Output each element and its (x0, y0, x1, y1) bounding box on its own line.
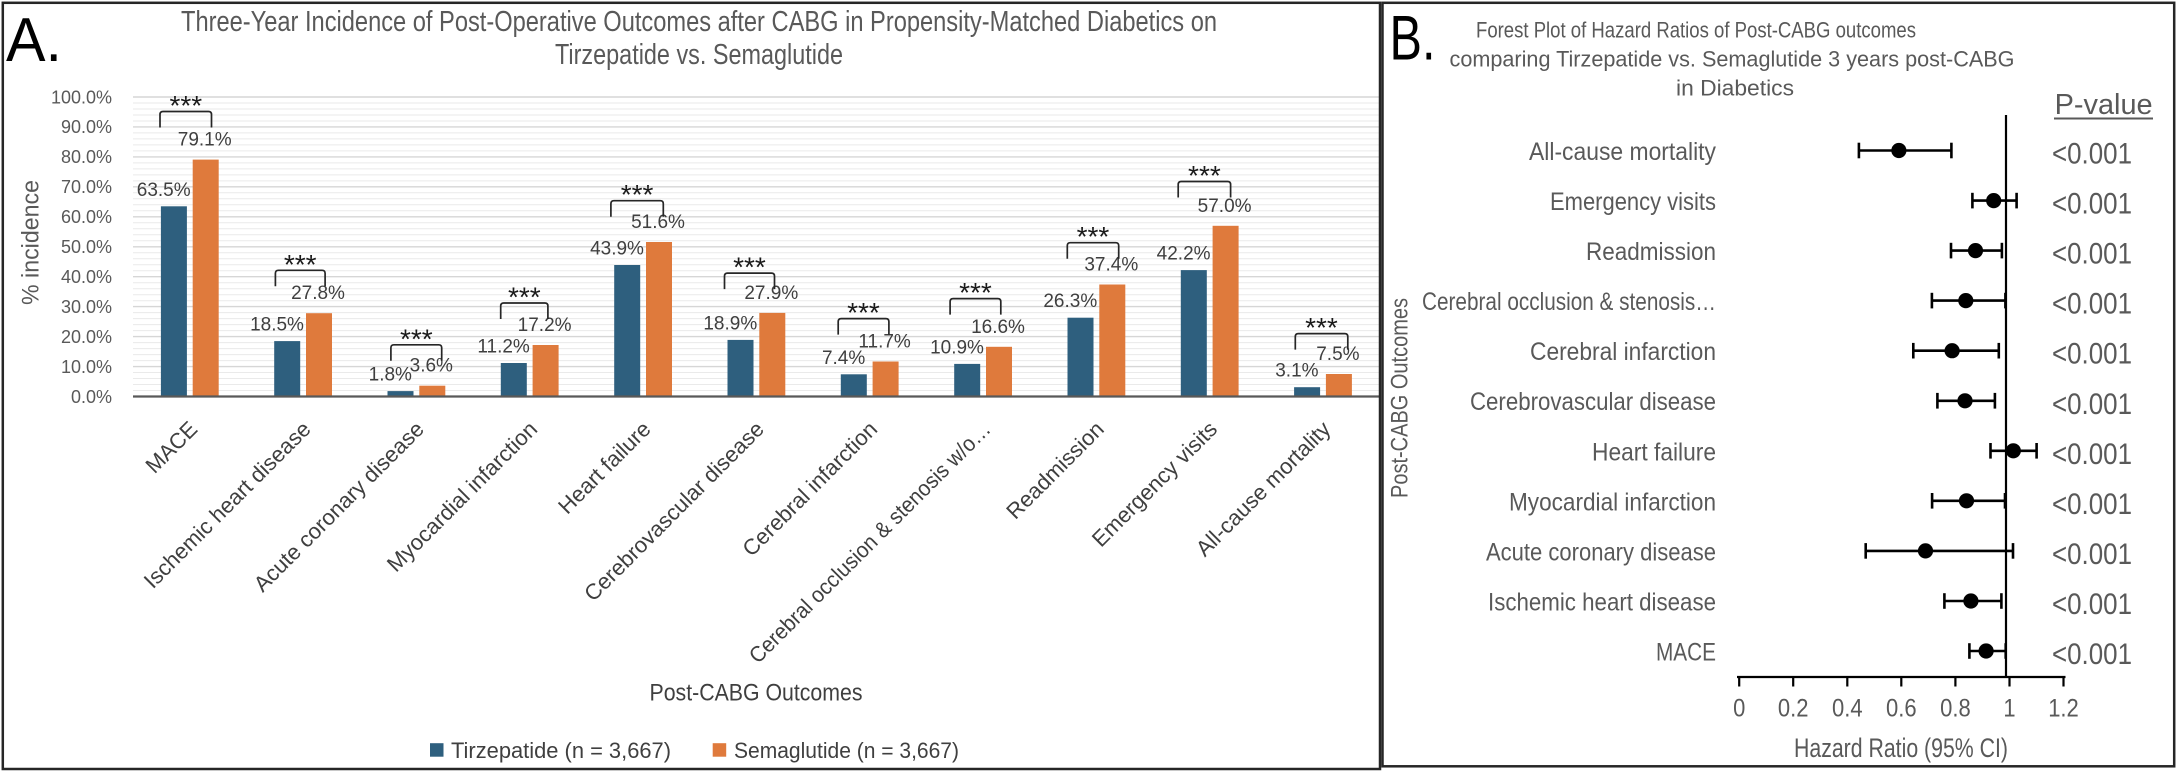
svg-text:B.: B. (1390, 4, 1436, 74)
svg-text:37.4%: 37.4% (1084, 255, 1138, 276)
svg-text:Heart failure: Heart failure (1592, 438, 1716, 466)
svg-text:18.5%: 18.5% (250, 315, 304, 336)
svg-text:0.2: 0.2 (1778, 695, 1809, 723)
svg-text:<0.001: <0.001 (2052, 488, 2132, 521)
svg-text:<0.001: <0.001 (2052, 538, 2132, 571)
svg-text:0.6: 0.6 (1886, 695, 1917, 723)
svg-text:Tirzepatide vs. Semaglutide: Tirzepatide vs. Semaglutide (555, 39, 843, 71)
svg-text:27.9%: 27.9% (744, 283, 798, 304)
svg-text:7.5%: 7.5% (1316, 344, 1359, 365)
svg-text:100.0%: 100.0% (51, 87, 112, 107)
svg-text:MACE: MACE (1656, 639, 1716, 667)
svg-text:0.4: 0.4 (1832, 695, 1863, 723)
svg-text:27.8%: 27.8% (291, 283, 345, 304)
svg-text:<0.001: <0.001 (2052, 638, 2132, 671)
svg-text:***: *** (621, 179, 654, 210)
svg-text:in Diabetics: in Diabetics (1676, 76, 1794, 101)
svg-text:11.7%: 11.7% (858, 332, 911, 353)
svg-text:<0.001: <0.001 (2052, 238, 2132, 271)
svg-text:<0.001: <0.001 (2052, 288, 2132, 321)
svg-text:60.0%: 60.0% (61, 207, 112, 227)
svg-text:***: *** (1188, 160, 1221, 191)
svg-text:1: 1 (2003, 695, 2015, 723)
svg-text:0.8: 0.8 (1940, 695, 1971, 723)
svg-text:11.2%: 11.2% (477, 337, 530, 358)
svg-text:Cerebrovascular disease: Cerebrovascular disease (1470, 388, 1716, 416)
svg-text:Cerebral occlusion & stenosis…: Cerebral occlusion & stenosis… (1422, 288, 1716, 316)
svg-text:***: *** (959, 277, 992, 308)
svg-text:1.2: 1.2 (2048, 695, 2079, 723)
svg-text:Hazard Ratio (95% CI): Hazard Ratio (95% CI) (1794, 733, 2008, 763)
svg-text:***: *** (400, 323, 433, 354)
svg-text:20.0%: 20.0% (61, 327, 112, 347)
svg-text:Post-CABG Outcomes: Post-CABG Outcomes (1387, 298, 1414, 498)
svg-text:***: *** (284, 249, 317, 280)
svg-text:***: *** (1305, 312, 1338, 343)
svg-text:26.3%: 26.3% (1043, 291, 1097, 312)
svg-text:<0.001: <0.001 (2052, 588, 2132, 621)
svg-text:17.2%: 17.2% (518, 315, 572, 336)
svg-text:% incidence: % incidence (18, 180, 45, 305)
svg-text:Semaglutide (n = 3,667): Semaglutide (n = 3,667) (734, 738, 959, 763)
svg-text:10.9%: 10.9% (930, 337, 984, 358)
svg-text:***: *** (508, 282, 541, 313)
svg-text:63.5%: 63.5% (137, 180, 191, 201)
svg-text:0: 0 (1733, 695, 1745, 723)
svg-text:1.8%: 1.8% (369, 365, 412, 386)
svg-text:Cerebral infarction: Cerebral infarction (1530, 338, 1716, 366)
svg-text:42.2%: 42.2% (1157, 244, 1211, 265)
svg-text:Post-CABG Outcomes: Post-CABG Outcomes (650, 680, 863, 707)
svg-text:50.0%: 50.0% (61, 237, 112, 257)
svg-text:***: *** (733, 252, 766, 283)
svg-text:<0.001: <0.001 (2052, 338, 2132, 371)
svg-text:Acute coronary disease: Acute coronary disease (1486, 538, 1716, 566)
svg-text:Readmission: Readmission (1586, 238, 1716, 266)
svg-text:***: *** (169, 90, 202, 121)
svg-text:***: *** (1077, 221, 1110, 252)
svg-text:<0.001: <0.001 (2052, 138, 2132, 171)
svg-text:40.0%: 40.0% (61, 267, 112, 287)
svg-text:10.0%: 10.0% (61, 357, 112, 377)
svg-text:0.0%: 0.0% (71, 387, 112, 407)
svg-text:57.0%: 57.0% (1198, 196, 1252, 217)
svg-text:3.1%: 3.1% (1275, 361, 1318, 382)
svg-text:Tirzepatide (n = 3,667): Tirzepatide (n = 3,667) (451, 738, 671, 763)
svg-text:Myocardial infarction: Myocardial infarction (1509, 488, 1716, 516)
svg-text:43.9%: 43.9% (590, 239, 644, 260)
svg-text:3.6%: 3.6% (410, 356, 453, 377)
svg-text:***: *** (847, 297, 880, 328)
svg-text:80.0%: 80.0% (61, 147, 112, 167)
svg-text:All-cause mortality: All-cause mortality (1529, 138, 1716, 166)
svg-text:Three-Year Incidence of Post-O: Three-Year Incidence of Post-Operative O… (181, 6, 1217, 38)
svg-text:<0.001: <0.001 (2052, 438, 2132, 471)
svg-text:comparing Tirzepatide vs. Sema: comparing Tirzepatide vs. Semaglutide 3 … (1450, 47, 2015, 72)
svg-text:A.: A. (6, 6, 62, 75)
svg-text:<0.001: <0.001 (2052, 388, 2132, 421)
svg-text:Ischemic heart disease: Ischemic heart disease (1488, 589, 1716, 617)
svg-text:16.6%: 16.6% (971, 317, 1025, 338)
svg-text:51.6%: 51.6% (631, 212, 685, 233)
svg-text:<0.001: <0.001 (2052, 188, 2132, 221)
svg-text:79.1%: 79.1% (178, 130, 232, 151)
svg-text:Forest Plot of Hazard Ratios o: Forest Plot of Hazard Ratios of Post-CAB… (1476, 18, 1916, 43)
svg-text:Emergency visits: Emergency visits (1550, 188, 1716, 216)
svg-text:18.9%: 18.9% (703, 313, 757, 334)
svg-text:7.4%: 7.4% (822, 348, 865, 369)
svg-text:30.0%: 30.0% (61, 297, 112, 317)
svg-text:P-value: P-value (2055, 89, 2153, 121)
svg-text:70.0%: 70.0% (61, 177, 112, 197)
svg-text:90.0%: 90.0% (61, 117, 112, 137)
